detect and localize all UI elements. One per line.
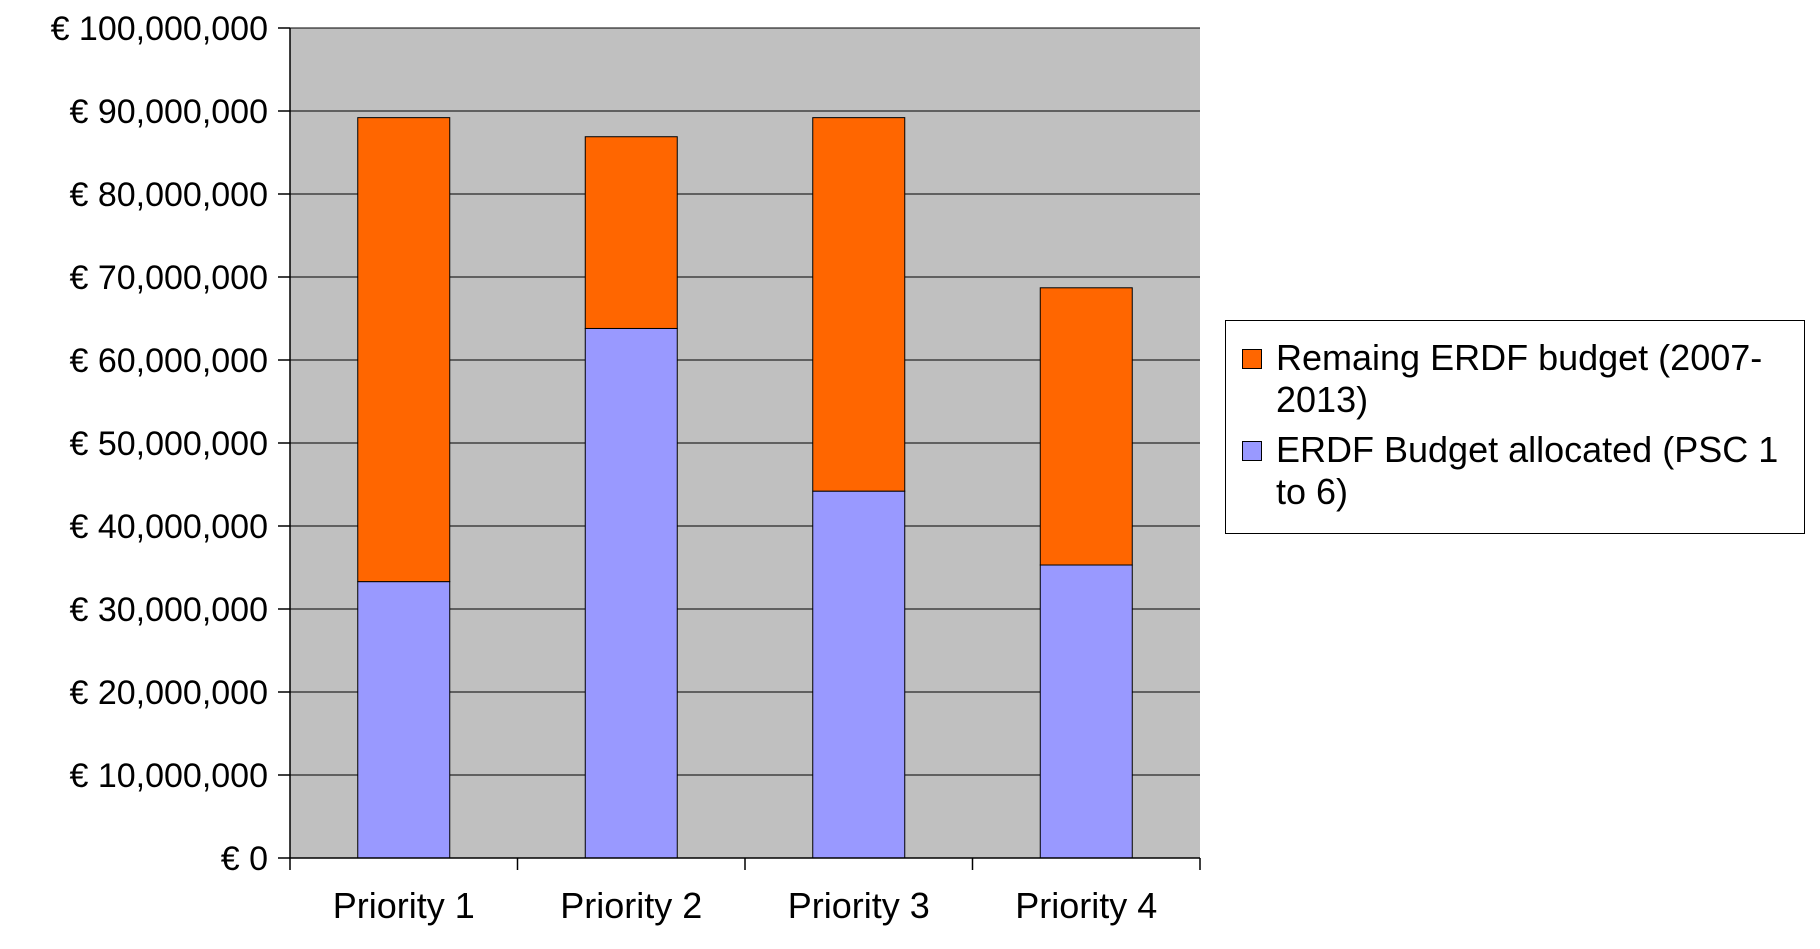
bar-allocated-budget: [584, 327, 678, 859]
x-tick-label: Priority 2: [560, 885, 702, 926]
y-tick-label: € 100,000,000: [51, 10, 268, 48]
legend-entry-remaining-budget: Remaing ERDF budget (2007-2013): [1240, 337, 1790, 421]
legend-swatch-remaining-budget: [1242, 349, 1262, 369]
bar-allocated-budget: [357, 581, 451, 859]
x-tick-label: Priority 1: [333, 885, 475, 926]
y-tick-label: € 90,000,000: [69, 93, 268, 131]
x-tick-label: Priority 4: [1015, 885, 1157, 926]
y-tick-label: € 50,000,000: [69, 425, 268, 463]
y-tick-label: € 30,000,000: [69, 591, 268, 629]
y-tick-label: € 0: [221, 840, 268, 878]
bar-remaining-budget: [812, 117, 906, 492]
legend-label-remaining-budget: Remaing ERDF budget (2007-2013): [1276, 337, 1763, 420]
bar-allocated-budget: [1039, 564, 1133, 859]
bar-allocated-budget: [812, 490, 906, 859]
legend-label-allocated-budget: ERDF Budget allocated (PSC 1 to 6): [1276, 429, 1779, 512]
bar-remaining-budget: [357, 117, 451, 583]
y-tick-label: € 40,000,000: [69, 508, 268, 546]
y-tick-label: € 70,000,000: [69, 259, 268, 297]
legend-entry-allocated-budget: ERDF Budget allocated (PSC 1 to 6): [1240, 429, 1790, 513]
bar-remaining-budget: [584, 136, 678, 329]
y-tick-label: € 60,000,000: [69, 342, 268, 380]
y-tick-label: € 10,000,000: [69, 757, 268, 795]
x-tick-label: Priority 3: [788, 885, 930, 926]
legend-swatch-allocated-budget: [1242, 441, 1262, 461]
chart-legend: Remaing ERDF budget (2007-2013) ERDF Bud…: [1225, 320, 1805, 534]
bar-remaining-budget: [1039, 287, 1133, 566]
y-tick-label: € 80,000,000: [69, 176, 268, 214]
y-tick-label: € 20,000,000: [69, 674, 268, 712]
